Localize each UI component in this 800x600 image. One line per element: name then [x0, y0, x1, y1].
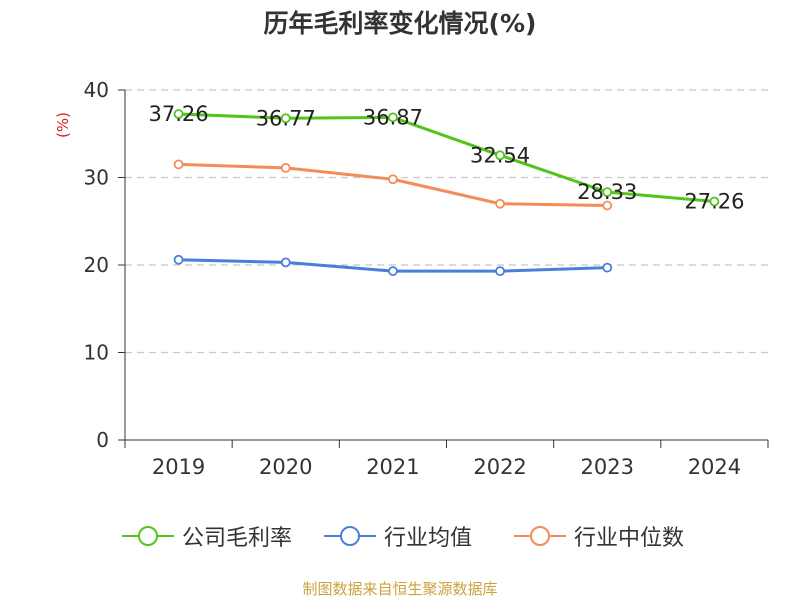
legend-item[interactable]: 行业中位数: [512, 518, 684, 554]
legend-label: 行业中位数: [574, 526, 685, 551]
data-point: [495, 150, 505, 161]
legend-item[interactable]: 公司毛利率: [120, 518, 292, 554]
series-line-0: [177, 112, 716, 203]
legend-label: 公司毛利率: [182, 526, 293, 551]
data-label: 36.87: [363, 105, 423, 129]
legend-marker-icon: [324, 526, 376, 546]
data-point: [280, 113, 291, 124]
y-tick-label: 20: [84, 253, 109, 277]
data-label: 32.54: [470, 143, 530, 167]
x-tick-label: 2019: [152, 455, 205, 479]
data-point: [495, 266, 505, 277]
x-tick-label: 2023: [581, 455, 634, 479]
y-tick-label: 30: [84, 166, 109, 190]
data-label-layer: 37.26 36.77 36.87 32.54 28.33 27.26: [149, 102, 745, 214]
legend-marker-icon: [514, 526, 566, 546]
data-label: 37.26: [149, 102, 209, 126]
data-label: 27.26: [684, 189, 744, 213]
data-point: [173, 159, 184, 170]
data-point: [280, 257, 291, 268]
y-axis-label: (%): [54, 112, 72, 138]
source-note: 制图数据来自恒生聚源数据库: [302, 580, 498, 598]
legend-marker-icon: [122, 526, 174, 546]
legend-item[interactable]: 行业均值: [322, 518, 472, 554]
data-point: [173, 109, 184, 119]
data-point: [388, 174, 398, 185]
x-tick-label: 2020: [259, 455, 312, 479]
x-tick-label: 2021: [366, 455, 419, 479]
data-point: [602, 262, 613, 273]
legend-circle: [138, 526, 158, 546]
axis-layer: 0 10 20 30 40 2019 2020 2021 2022 2023 2024 (%): [54, 78, 769, 479]
data-point: [388, 266, 398, 277]
data-point: [495, 198, 505, 209]
data-label: 36.77: [256, 106, 316, 130]
data-point: [388, 112, 398, 123]
x-tick-label: 2024: [688, 455, 741, 479]
data-point: [280, 162, 291, 173]
chart-title: 历年毛利率变化情况(%): [263, 9, 537, 38]
legend: 公司毛利率 行业均值 行业中位数: [0, 518, 800, 554]
data-point: [173, 254, 184, 265]
legend-circle: [340, 526, 360, 546]
y-tick-label: 10: [84, 341, 109, 365]
data-point: [602, 187, 613, 198]
data-point: [709, 196, 720, 207]
y-tick-label: 40: [84, 78, 109, 102]
grid-layer: [125, 89, 768, 354]
data-label: 28.33: [577, 180, 637, 204]
legend-circle: [530, 526, 550, 546]
legend-label: 行业均值: [384, 526, 473, 551]
series-layer: [173, 109, 720, 277]
data-point: [602, 200, 613, 211]
x-tick-label: 2022: [473, 455, 526, 479]
y-tick-label: 0: [96, 428, 109, 452]
